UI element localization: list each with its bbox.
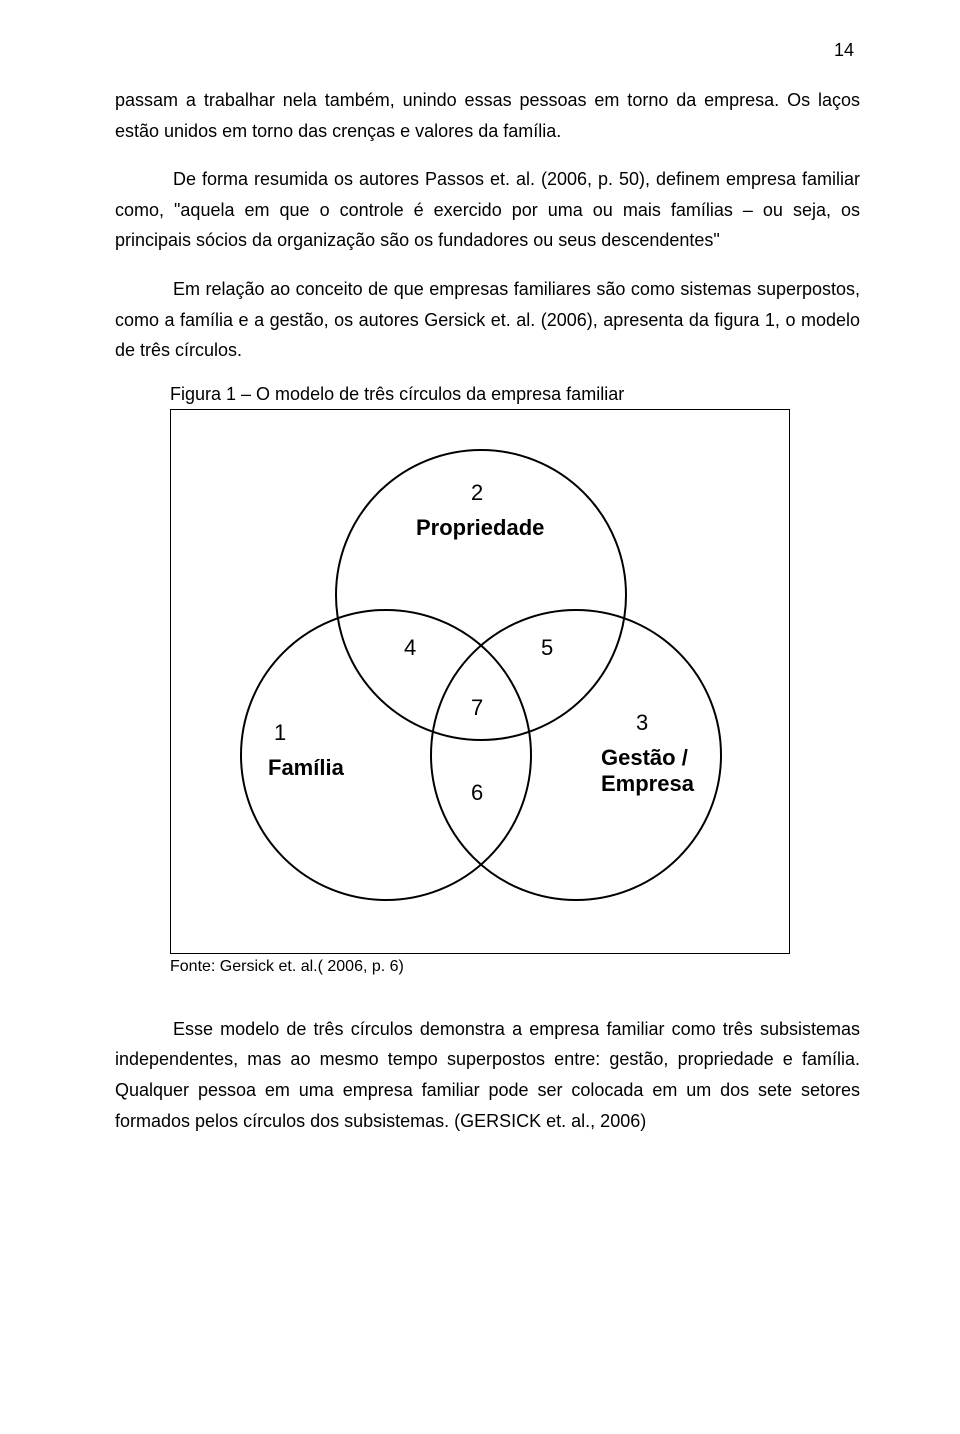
venn-label-propriedade: Propriedade [416,515,544,541]
venn-region-4: 4 [404,635,416,661]
page-number: 14 [115,40,860,61]
venn-label-gestao-line1: Gestão / [601,745,688,770]
figure-caption: Figura 1 – O modelo de três círculos da … [170,384,860,405]
paragraph-2: De forma resumida os autores Passos et. … [115,164,860,256]
venn-label-familia: Família [268,755,344,781]
venn-region-6: 6 [471,780,483,806]
venn-region-1: 1 [274,720,286,746]
venn-label-gestao-line2: Empresa [601,771,694,796]
paragraph-3: Em relação ao conceito de que empresas f… [115,274,860,366]
venn-region-7: 7 [471,695,483,721]
venn-region-3: 3 [636,710,648,736]
venn-region-5: 5 [541,635,553,661]
venn-label-gestao: Gestão / Empresa [601,745,694,798]
paragraph-1: passam a trabalhar nela também, unindo e… [115,85,860,146]
figure-source: Fonte: Gersick et. al.( 2006, p. 6) [170,958,860,976]
venn-diagram-box: 2 4 5 7 1 3 6 Propriedade Família Gestão… [170,409,790,954]
paragraph-4: Esse modelo de três círculos demonstra a… [115,1014,860,1136]
venn-region-2: 2 [471,480,483,506]
